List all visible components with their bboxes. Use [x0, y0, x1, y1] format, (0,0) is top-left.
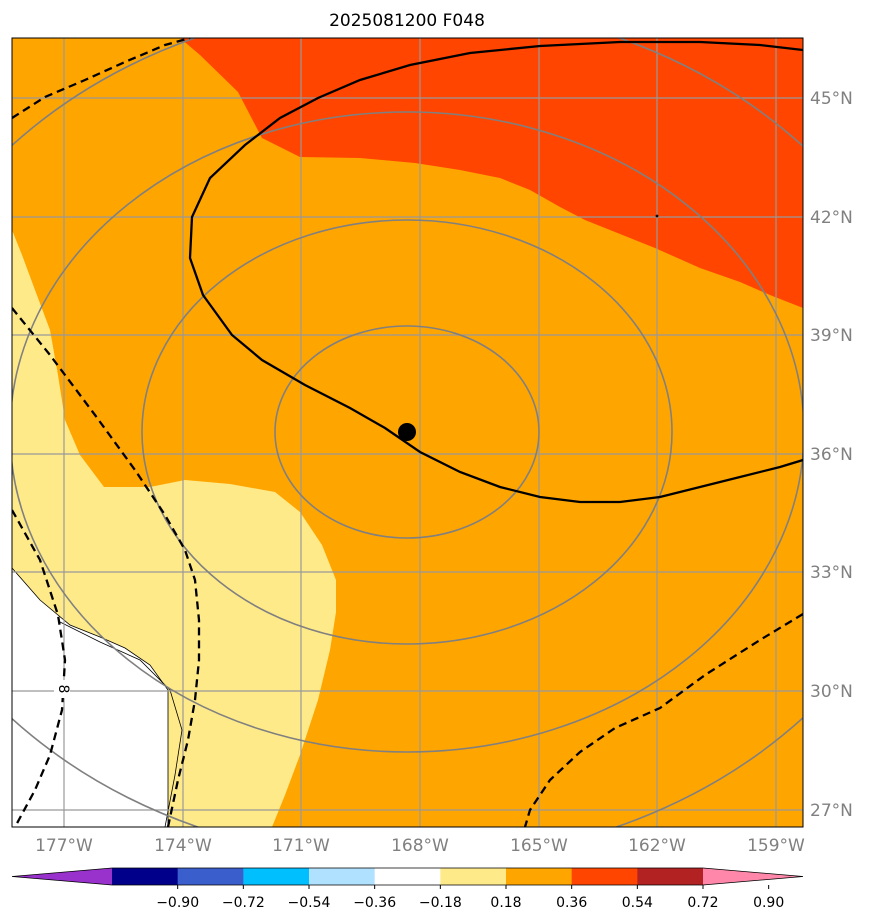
gray-contour-ring-1 — [274, 325, 540, 539]
colorbar-tick-label: −0.90 — [156, 895, 199, 911]
colorbar-tick-label: −0.18 — [419, 895, 462, 911]
figure-title: 2025081200 F048 — [329, 11, 485, 31]
longitude-labels: 177°W 174°W 171°W 168°W 165°W 162°W 159°… — [35, 836, 805, 856]
dashed-contour-w — [12, 307, 201, 827]
colorbar-segment — [243, 868, 310, 885]
colorbar-segment — [571, 868, 638, 885]
storm-center-marker — [398, 423, 416, 441]
colorbar-tick-label: −0.36 — [353, 895, 396, 911]
lon-label: 171°W — [272, 836, 330, 856]
field-red-orange-region — [180, 38, 803, 308]
graticule — [12, 38, 803, 827]
map-panel: 8 — [12, 38, 803, 827]
colorbar-tick-label: 0.36 — [556, 895, 587, 911]
lon-label: 168°W — [391, 836, 449, 856]
colorbar-segment — [637, 868, 704, 885]
colorbar-segment — [374, 868, 441, 885]
colorbar-segment — [309, 868, 376, 885]
colorbar-tick-label: −0.72 — [222, 895, 265, 911]
lon-label: 177°W — [35, 836, 93, 856]
lon-label: 165°W — [510, 836, 568, 856]
thin-boundary-line-2 — [59, 621, 183, 827]
colorbar-segment — [112, 868, 179, 885]
colorbar-segment — [177, 868, 244, 885]
colorbar-extend-low — [12, 868, 112, 885]
colorbar-tick-label: 0.72 — [687, 895, 718, 911]
lat-label: 36°N — [810, 445, 853, 465]
colorbar-tick-label: −0.54 — [288, 895, 331, 911]
lat-label: 27°N — [810, 801, 853, 821]
dashed-contour-se — [523, 613, 803, 827]
colorbar-outline — [11, 867, 804, 886]
dashed-contour-nw — [12, 38, 191, 119]
colorbar-segment — [440, 868, 507, 885]
field-white-region — [12, 568, 168, 827]
gray-contour-ring-2 — [141, 219, 673, 645]
gray-contour-ring-3 — [12, 111, 803, 753]
colorbar: −0.90 −0.72 −0.54 −0.36 −0.18 0.18 0.36 0.54 0.7… — [11, 867, 804, 911]
lat-label: 33°N — [810, 563, 853, 583]
lat-label: 42°N — [810, 208, 853, 228]
colorbar-tick-label: 0.54 — [622, 895, 653, 911]
latitude-labels: 45°N 42°N 39°N 36°N 33°N 30°N 27°N — [810, 89, 853, 821]
lon-label: 162°W — [628, 836, 686, 856]
lat-label: 30°N — [810, 682, 853, 702]
black-solid-contour — [188, 40, 803, 504]
contour-label: 8 — [55, 685, 71, 694]
map-frame — [11, 37, 804, 828]
colorbar-tick-label: 0.18 — [490, 895, 521, 911]
contour-label-bg — [54, 680, 70, 698]
lat-label: 45°N — [810, 89, 853, 109]
colorbar-tick-label: 0.90 — [753, 895, 784, 911]
colorbar-extend-high — [703, 868, 803, 885]
lat-label: 39°N — [810, 326, 853, 346]
colorbar-segment — [506, 868, 573, 885]
gray-contours — [12, 38, 803, 827]
lon-label: 174°W — [154, 836, 212, 856]
lon-label: 159°W — [747, 836, 805, 856]
small-dot-marker — [655, 214, 659, 218]
